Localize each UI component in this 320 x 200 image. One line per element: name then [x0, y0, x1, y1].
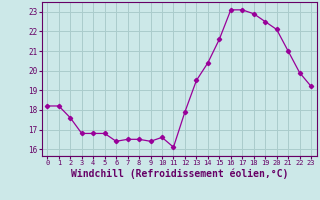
X-axis label: Windchill (Refroidissement éolien,°C): Windchill (Refroidissement éolien,°C): [70, 169, 288, 179]
